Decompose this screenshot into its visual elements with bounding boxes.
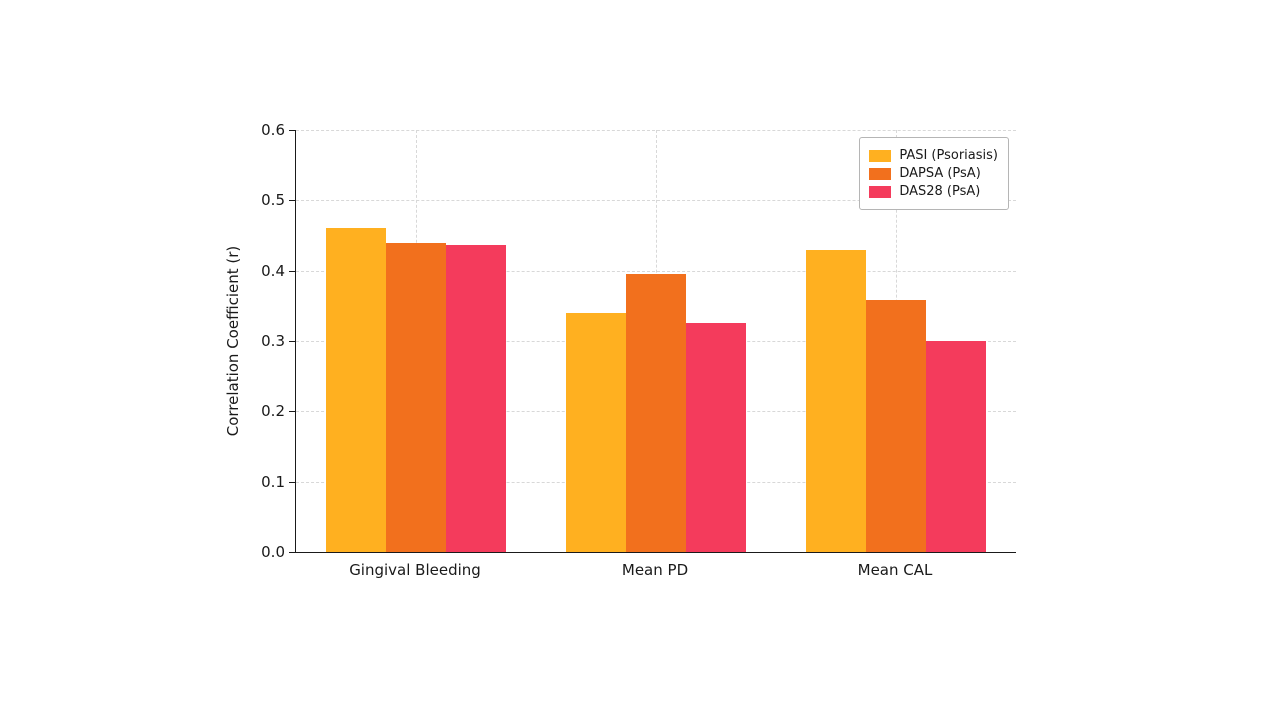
plot-area: PASI (Psoriasis) DAPSA (PsA) DAS28 (PsA) — [295, 130, 1016, 553]
bar — [566, 312, 626, 552]
legend-item: DAPSA (PsA) — [869, 166, 998, 181]
y-tick-label: 0.0 — [261, 543, 285, 561]
bar — [626, 274, 686, 552]
y-tick-label: 0.3 — [261, 332, 285, 350]
legend-item: DAS28 (PsA) — [869, 184, 998, 199]
y-tick-mark — [289, 552, 295, 553]
legend-item: PASI (Psoriasis) — [869, 148, 998, 163]
bar — [446, 244, 506, 552]
bar — [326, 228, 386, 552]
legend-label: PASI (Psoriasis) — [899, 148, 998, 163]
legend-label: DAS28 (PsA) — [899, 184, 981, 199]
legend-swatch — [869, 167, 892, 180]
y-tick-mark — [289, 270, 295, 272]
y-tick-mark — [289, 481, 295, 483]
y-tick-label: 0.1 — [261, 472, 285, 491]
y-tick-mark — [289, 341, 295, 342]
legend-swatch — [869, 149, 892, 162]
y-tick-label: 0.2 — [261, 402, 285, 421]
legend: PASI (Psoriasis) DAPSA (PsA) DAS28 (PsA) — [859, 137, 1009, 210]
y-tick-mark — [289, 411, 295, 413]
x-tick-label: Gingival Bleeding — [349, 561, 481, 579]
x-tick-label: Mean PD — [621, 561, 689, 579]
legend-swatch — [869, 185, 892, 198]
legend-label: DAPSA (PsA) — [899, 166, 981, 181]
y-tick-mark — [289, 130, 295, 131]
bar — [806, 249, 866, 552]
y-tick-mark — [289, 200, 295, 202]
bar — [926, 341, 986, 552]
bar — [686, 323, 746, 552]
bar — [386, 242, 446, 552]
y-tick-label: 0.6 — [261, 121, 285, 139]
y-tick-label: 0.4 — [261, 261, 285, 280]
bar — [866, 300, 926, 552]
y-tick-label: 0.5 — [261, 191, 285, 210]
x-tick-label: Mean CAL — [857, 561, 933, 579]
